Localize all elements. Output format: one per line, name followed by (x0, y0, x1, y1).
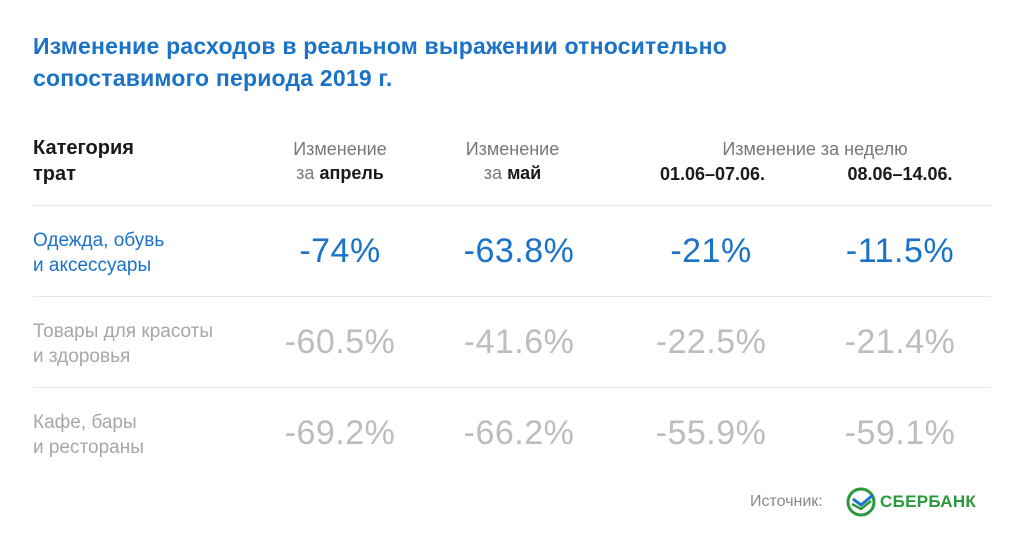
row-category: Товары для красоты и здоровья (33, 319, 213, 369)
table-row: Одежда, обувь и аксессуары -74% -63.8% -… (0, 206, 1024, 296)
header-week-1: 01.06–07.06. (659, 164, 766, 184)
row-category-line-2: и здоровья (33, 346, 131, 367)
sberbank-logo: СБЕРБАНК (846, 487, 996, 517)
header-may-bold: май (507, 163, 542, 183)
value-may: -66.2% (463, 414, 575, 452)
value-april: -74% (299, 232, 381, 270)
header-may-line-1: Изменение (465, 139, 560, 159)
value-april: -69.2% (284, 414, 396, 452)
header-category-line-1: Категория (33, 137, 134, 159)
table-row: Кафе, бары и рестораны -69.2% -66.2% -55… (0, 388, 1024, 478)
value-week-1: -55.9% (655, 414, 767, 452)
value-april: -60.5% (284, 323, 396, 361)
value-week-1: -22.5% (655, 323, 767, 361)
header-week: Изменение за неделю (722, 139, 908, 159)
header-april: Изменение за апрель (270, 137, 410, 185)
row-category-line-1: Кафе, бары (33, 412, 137, 433)
value-may: -41.6% (463, 323, 575, 361)
value-may: -63.8% (463, 232, 575, 270)
source-label: Источник: (750, 493, 823, 510)
sberbank-logo-text: СБЕРБАНК (880, 492, 977, 511)
header-april-prefix: за (296, 163, 315, 183)
table-row: Товары для красоты и здоровья -60.5% -41… (0, 297, 1024, 387)
title-line-1: Изменение расходов в реальном выражении … (33, 33, 727, 59)
header-category: Категория трат (33, 135, 134, 187)
value-week-2: -59.1% (844, 414, 956, 452)
header-may-prefix: за (483, 163, 503, 183)
header-week-2: 08.06–14.06. (847, 164, 953, 184)
value-week-2: -11.5% (845, 232, 955, 270)
row-category: Одежда, обувь и аксессуары (33, 228, 164, 278)
row-category-line-2: и рестораны (33, 437, 144, 458)
row-category-line-2: и аксессуары (33, 255, 152, 276)
value-week-1: -21% (670, 232, 752, 270)
row-category-line-1: Одежда, обувь (33, 230, 165, 251)
header-may: Изменение за май (440, 137, 585, 185)
row-category-line-1: Товары для красоты (33, 321, 214, 342)
title-line-2: сопоставимого периода 2019 г. (33, 65, 393, 91)
header-april-line-2: за апрель (270, 161, 410, 185)
value-week-2: -21.4% (844, 323, 956, 361)
header-may-line-2: за май (440, 161, 585, 185)
divider (33, 296, 991, 297)
sberbank-logo-icon (846, 487, 876, 517)
page-title: Изменение расходов в реальном выражении … (33, 30, 933, 94)
header-april-bold: апрель (319, 163, 384, 183)
header-category-line-2: трат (33, 163, 76, 185)
row-category: Кафе, бары и рестораны (33, 410, 144, 460)
divider (33, 205, 991, 206)
divider (33, 387, 991, 388)
header-april-line-1: Изменение (293, 139, 387, 159)
